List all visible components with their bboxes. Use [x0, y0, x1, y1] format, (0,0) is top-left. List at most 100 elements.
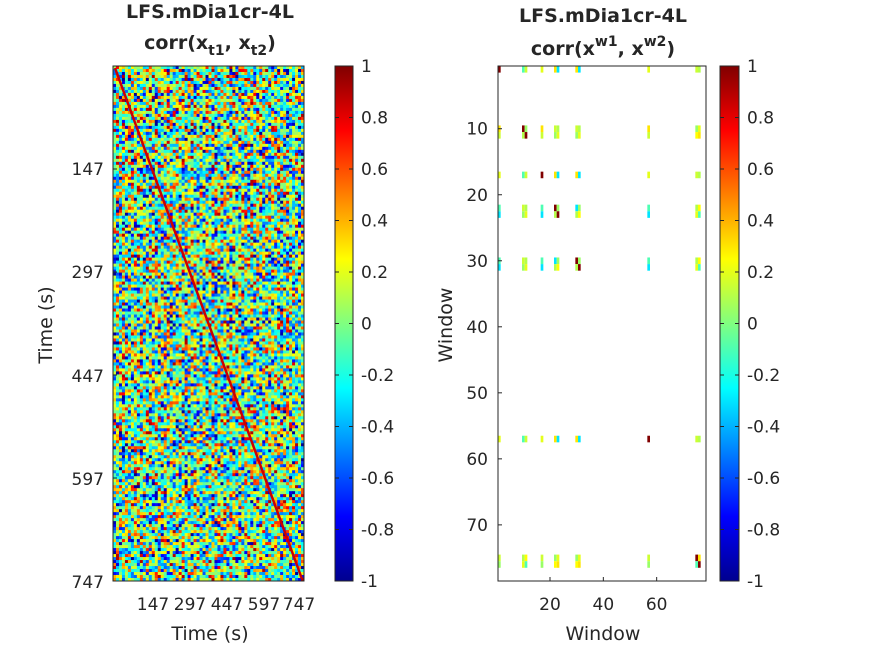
heat-cell — [277, 128, 281, 133]
heat-cell — [121, 74, 126, 79]
heat-cell — [301, 107, 305, 112]
heat-cell — [238, 143, 242, 148]
heat-cell — [136, 212, 141, 217]
heat-cell — [226, 239, 230, 244]
heat-cell — [271, 278, 275, 282]
heat-cell — [256, 257, 260, 262]
heat-cell — [226, 209, 230, 214]
heat-cell — [286, 248, 290, 253]
heat-cell — [190, 98, 194, 103]
heat-cell — [214, 95, 218, 100]
heat-cell — [181, 182, 186, 187]
heat-cell — [205, 125, 209, 130]
heat-cell — [286, 263, 290, 268]
heat-cell — [289, 167, 293, 172]
heat-cell — [169, 230, 174, 235]
heat-cell — [151, 146, 156, 151]
heat-cell — [187, 251, 191, 256]
heat-cell — [178, 221, 183, 226]
heat-cell — [235, 74, 239, 79]
heat-cell — [199, 230, 203, 235]
heat-cell — [226, 269, 230, 273]
heat-cell — [217, 176, 221, 181]
heat-cell — [256, 203, 260, 208]
heat-cell — [124, 122, 129, 127]
heat-cell — [283, 66, 287, 70]
heat-cell — [124, 140, 129, 145]
heat-cell — [241, 66, 245, 70]
heat-cell — [124, 200, 129, 205]
heat-cell — [163, 218, 168, 223]
heat-cell — [226, 251, 230, 256]
heat-cell — [130, 182, 135, 187]
heat-cell — [241, 71, 245, 76]
heat-cell — [118, 185, 123, 190]
heat-cell — [232, 128, 236, 133]
heat-cell — [253, 203, 257, 208]
heat-cell — [190, 137, 194, 142]
heat-cell — [292, 266, 296, 270]
heat-cell — [124, 176, 129, 181]
heat-cell — [292, 254, 296, 259]
heat-cell — [113, 95, 117, 100]
heat-cell — [145, 134, 150, 139]
heat-cell — [178, 215, 183, 220]
heat-cell — [292, 263, 296, 268]
heat-cell — [205, 158, 209, 163]
heat-cell — [226, 215, 230, 220]
heat-cell — [196, 185, 200, 190]
heat-cell — [268, 116, 272, 121]
heat-cell — [175, 221, 180, 226]
heat-cell — [283, 221, 287, 226]
heat-cell — [253, 161, 257, 166]
heat-cell — [268, 101, 272, 106]
heat-cell — [217, 119, 221, 124]
heat-cell — [151, 203, 156, 208]
heat-cell — [190, 128, 194, 133]
heat-cell — [196, 242, 200, 247]
heat-cell — [268, 161, 272, 166]
heat-cell — [145, 125, 150, 130]
heat-cell — [160, 200, 165, 205]
heat-cell — [256, 170, 260, 175]
heat-cell — [256, 215, 260, 220]
heat-cell — [187, 248, 191, 253]
heat-cell — [190, 122, 194, 127]
heat-cell — [157, 281, 162, 285]
heat-cell — [286, 134, 290, 139]
heat-cell — [121, 179, 126, 184]
heat-cell — [148, 71, 153, 76]
heat-cell — [259, 173, 263, 178]
heat-cell — [205, 122, 209, 127]
heat-cell — [271, 242, 275, 247]
heat-cell — [193, 230, 197, 235]
heat-cell — [187, 71, 191, 76]
heat-cell — [301, 272, 305, 276]
heat-cell — [289, 275, 293, 279]
heat-cell — [145, 89, 150, 94]
heat-cell — [130, 209, 135, 214]
heat-cell — [118, 74, 123, 79]
heat-cell — [175, 80, 180, 85]
heat-cell — [229, 224, 233, 229]
heat-cell — [277, 194, 281, 199]
heat-cell — [226, 89, 230, 94]
heat-cell — [172, 68, 177, 73]
heat-cell — [229, 68, 233, 73]
heat-cell — [184, 272, 189, 276]
heat-cell — [211, 236, 215, 241]
heat-cell — [274, 191, 278, 196]
heat-cell — [115, 209, 120, 214]
heat-cell — [127, 143, 132, 148]
heat-cell — [250, 248, 254, 253]
heat-cell — [292, 101, 296, 106]
heat-cell — [142, 77, 147, 82]
heat-cell — [262, 74, 266, 79]
heat-cell — [280, 140, 284, 145]
heat-cell — [187, 296, 191, 300]
heat-cell — [241, 248, 245, 253]
heat-cell — [250, 137, 254, 142]
heat-cell — [223, 158, 227, 163]
heat-cell — [145, 185, 150, 190]
heat-cell — [238, 296, 242, 300]
